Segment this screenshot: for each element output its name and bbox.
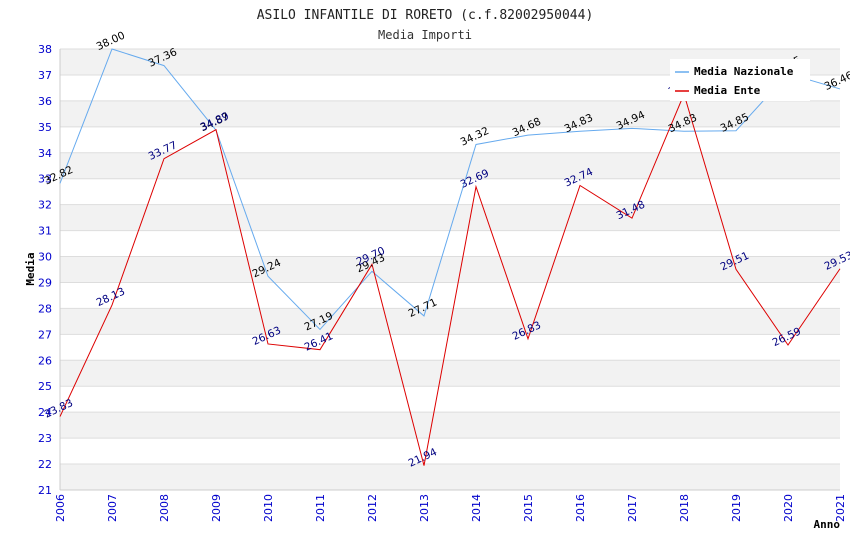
x-tick-label: 2006 [54, 494, 67, 522]
y-tick-label: 21 [38, 484, 52, 497]
series-line-nazionale [59, 48, 841, 331]
y-tick-label: 26 [38, 354, 52, 367]
x-tick-label: 2015 [522, 494, 535, 522]
grid-band [60, 282, 840, 309]
y-tick-label: 32 [38, 199, 52, 212]
y-tick-label: 24 [38, 406, 52, 419]
y-tick-label: 38 [38, 43, 52, 56]
grid-band [60, 360, 840, 387]
y-tick-label: 22 [38, 458, 52, 471]
grid-band [60, 412, 840, 439]
y-tick-label: 23 [38, 432, 52, 445]
y-tick-label: 35 [38, 121, 52, 134]
series-line-ente [59, 92, 841, 466]
x-tick-label: 2018 [678, 494, 691, 522]
y-tick-label: 28 [38, 302, 52, 315]
grid-band [60, 100, 840, 127]
x-tick-label: 2013 [418, 494, 431, 522]
chart-subtitle: Media Importi [378, 28, 472, 42]
grid-bands [60, 48, 840, 491]
legend-box [670, 59, 810, 101]
y-tick-label: 30 [38, 251, 52, 264]
y-axis-label: Media [24, 252, 37, 285]
x-tick-label: 2007 [106, 494, 119, 522]
x-tick-label: 2014 [470, 494, 483, 522]
legend-label-ente: Media Ente [694, 84, 761, 97]
legend-label-nazionale: Media Nazionale [694, 65, 794, 78]
y-tick-label: 27 [38, 328, 52, 341]
x-tick-label: 2017 [626, 494, 639, 522]
y-tick-label: 25 [38, 380, 52, 393]
y-tick-label: 36 [38, 95, 52, 108]
y-tick-label: 34 [38, 147, 52, 160]
grid-band [60, 386, 840, 413]
x-tick-label: 2012 [366, 494, 379, 522]
grid-band [60, 152, 840, 179]
x-tick-label: 2019 [730, 494, 743, 522]
y-tick-label: 33 [38, 173, 52, 186]
y-tick-labels: 21 22 23 24 25 26 27 28 29 30 31 32 33 34 35 36 37 38 [38, 43, 52, 497]
x-tick-labels: 2006 2007 2008 2009 2010 2011 2012 2013 2014 2015… [54, 494, 847, 522]
grid-band [60, 308, 840, 335]
y-tick-label: 37 [38, 69, 52, 82]
x-axis-label: Anno [814, 518, 841, 531]
x-tick-label: 2020 [782, 494, 795, 522]
x-tick-label: 2010 [262, 494, 275, 522]
x-tick-label: 2011 [314, 494, 327, 522]
chart-title: ASILO INFANTILE DI RORETO (c.f.820029500… [257, 8, 594, 23]
y-tick-label: 29 [38, 276, 52, 289]
grid-band [60, 438, 840, 465]
legend: Media Nazionale Media Ente [670, 59, 810, 101]
series-lines [59, 48, 841, 466]
x-tick-label: 2016 [574, 494, 587, 522]
grid-band [60, 204, 840, 231]
y-tick-label: 31 [38, 225, 52, 238]
grid-band [60, 178, 840, 205]
x-tick-label: 2008 [158, 494, 171, 522]
x-tick-label: 2021 [834, 494, 847, 522]
grid-band [60, 256, 840, 283]
x-tick-label: 2009 [210, 494, 223, 522]
grid-band [60, 464, 840, 490]
grid-band [60, 334, 840, 361]
grid-band [60, 230, 840, 257]
